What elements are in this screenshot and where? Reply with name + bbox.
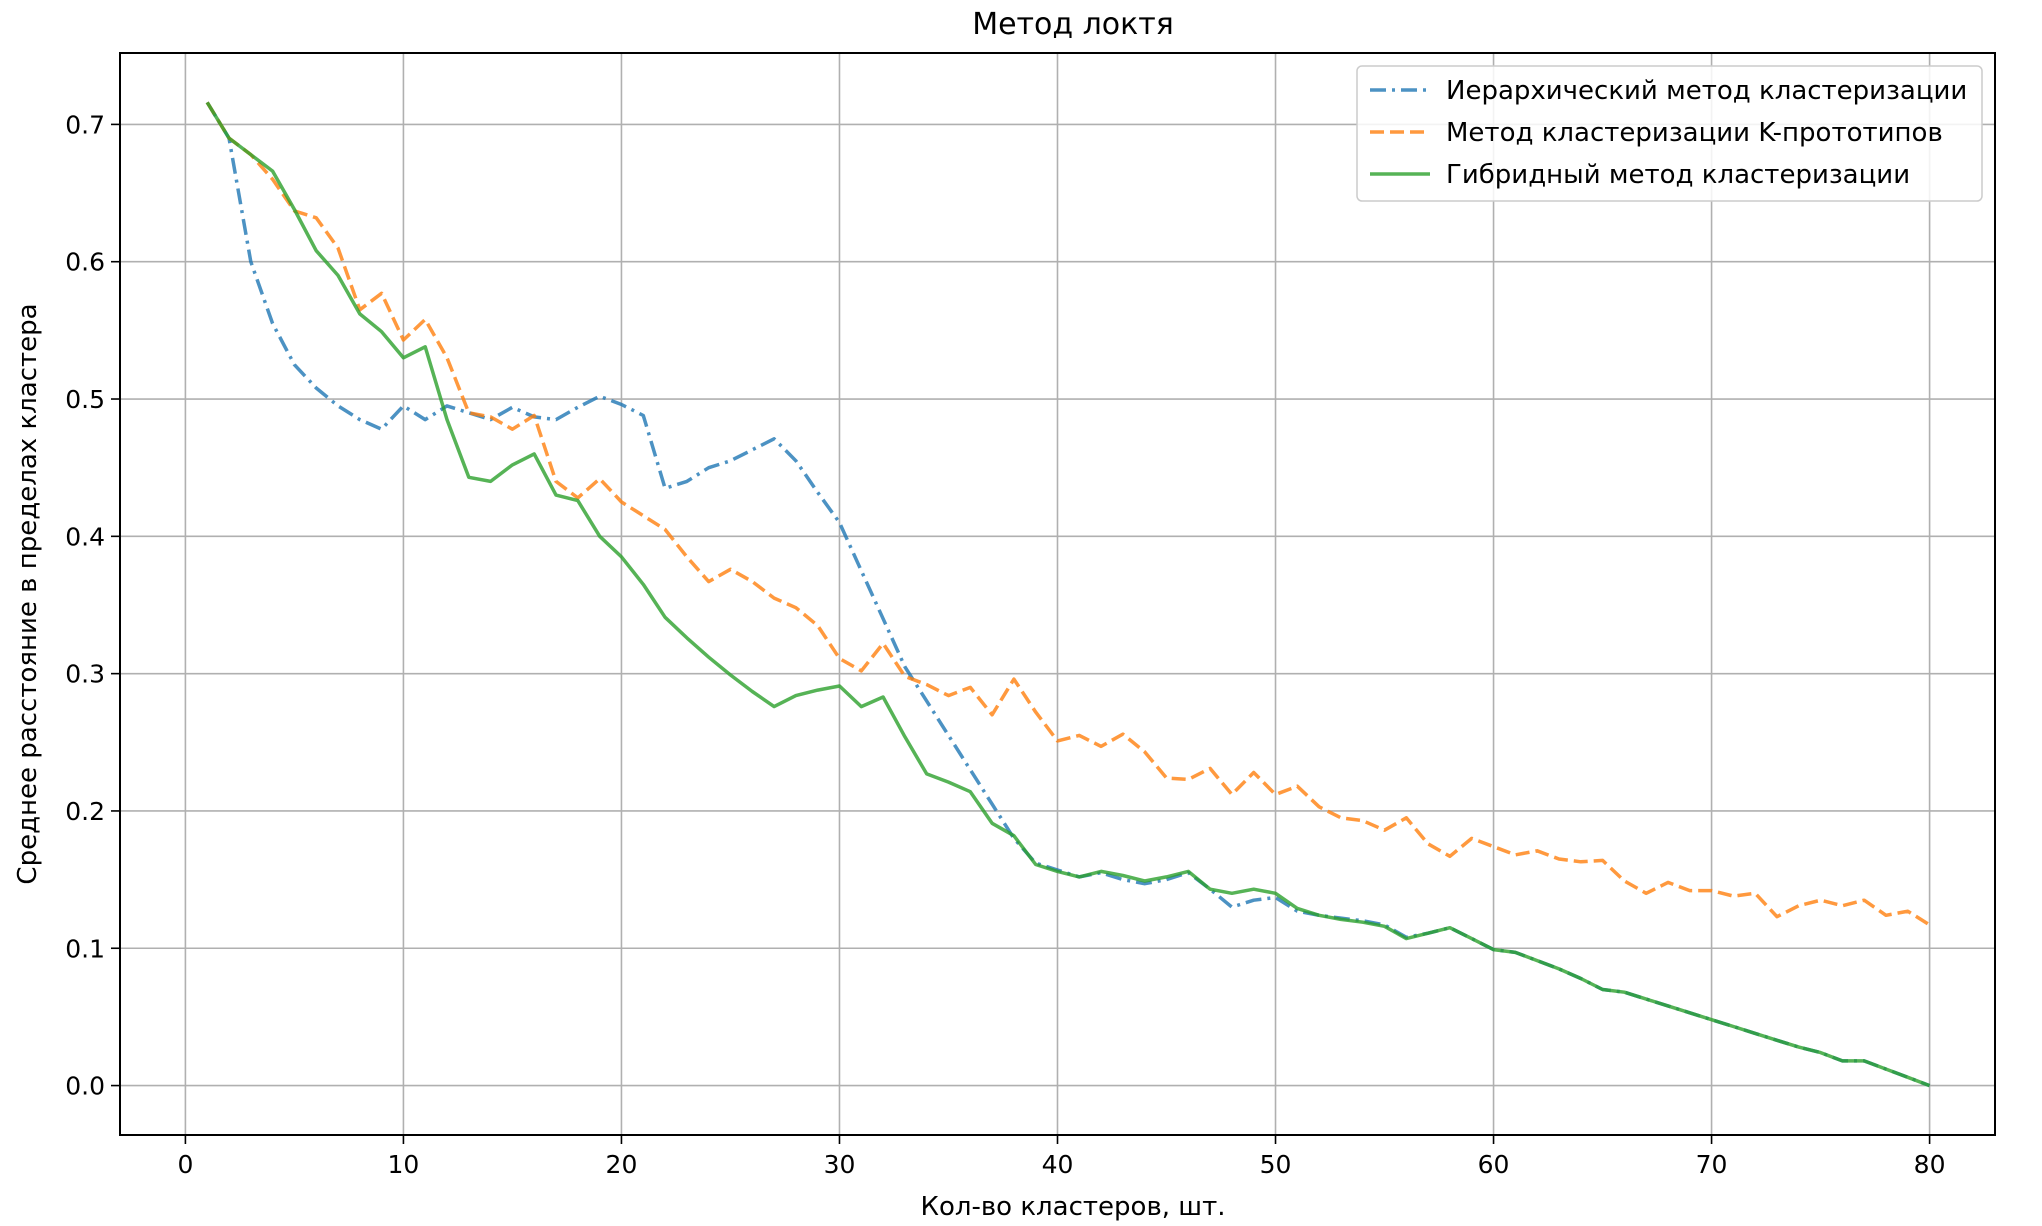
chart-title: Метод локтя	[972, 7, 1174, 42]
x-tick-label: 60	[1478, 1150, 1510, 1179]
legend: Иерархический метод кластеризации Метод …	[1356, 65, 1983, 202]
grid	[120, 53, 1995, 1135]
legend-label-hierarchical: Иерархический метод кластеризации	[1446, 76, 1967, 106]
series-line-kprototypes	[205, 101, 1931, 927]
x-tick-label: 80	[1914, 1150, 1946, 1179]
y-tick-label: 0.3	[65, 660, 105, 689]
y-tick-label: 0.2	[65, 797, 105, 826]
x-axis-label: Кол-во кластеров, шт.	[920, 1192, 1225, 1222]
x-tick-label: 10	[388, 1150, 420, 1179]
x-tick-label: 20	[606, 1150, 638, 1179]
plot-area-frame	[119, 52, 1996, 1136]
legend-label-hybrid: Гибридный метод кластеризации	[1446, 160, 1910, 190]
y-tick-label: 0.4	[65, 522, 105, 551]
y-tick-label: 0.1	[65, 934, 105, 963]
legend-label-kprototypes: Метод кластеризации K-прототипов	[1446, 118, 1943, 148]
y-tick-label: 0.5	[65, 385, 105, 414]
y-tick-label: 0.7	[65, 110, 105, 139]
legend-entry-hierarchical: Иерархический метод кластеризации	[1370, 76, 1967, 106]
axis-ticks: 0 10 20 30 40 50 60 70 80 0.0 0.1 0.2 0.3 0.4 0.5 0.6 0.…	[65, 110, 1945, 1179]
y-tick-label: 0.0	[65, 1072, 105, 1101]
legend-entry-kprototypes: Метод кластеризации K-прототипов	[1370, 118, 1943, 148]
x-tick-label: 40	[1042, 1150, 1074, 1179]
x-tick-label: 70	[1696, 1150, 1728, 1179]
x-tick-label: 0	[177, 1150, 193, 1179]
series-lines	[205, 101, 1931, 1088]
series-line-hybrid	[205, 101, 1931, 1088]
x-tick-label: 50	[1260, 1150, 1292, 1179]
legend-box	[1356, 65, 1983, 202]
x-tick-label: 30	[824, 1150, 856, 1179]
y-axis-label: Среднее расстояние в пределах кластера	[13, 303, 43, 884]
y-tick-label: 0.6	[65, 248, 105, 277]
legend-entry-hybrid: Гибридный метод кластеризации	[1370, 160, 1910, 190]
